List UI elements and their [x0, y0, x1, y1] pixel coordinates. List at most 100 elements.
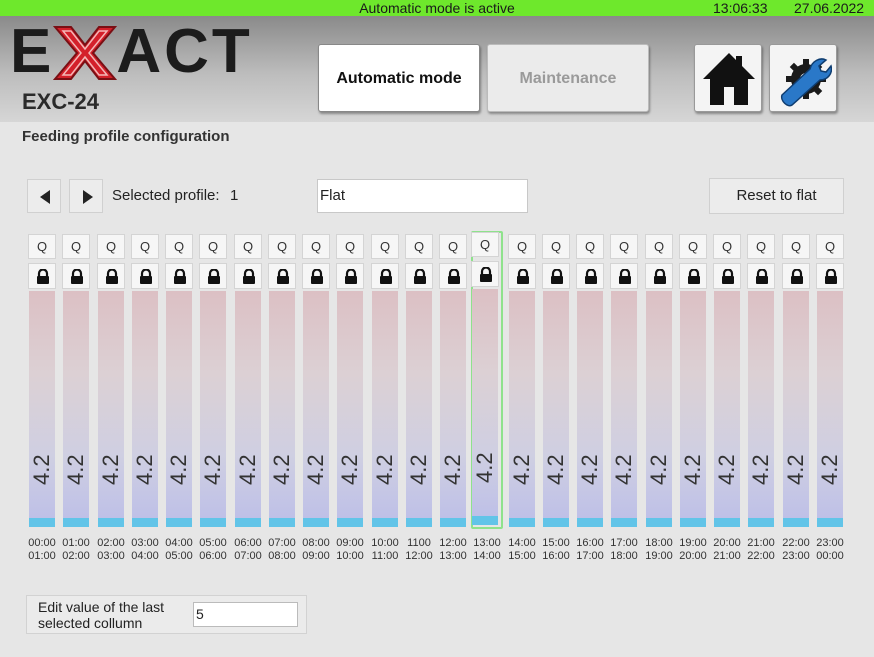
value-bar[interactable]: 4.2: [611, 291, 637, 527]
quick-set-button[interactable]: Q: [302, 234, 330, 259]
hour-column[interactable]: Q 4.2: [336, 233, 364, 529]
quick-set-button[interactable]: Q: [610, 234, 638, 259]
quick-set-button[interactable]: Q: [131, 234, 159, 259]
lock-button[interactable]: [576, 263, 604, 289]
value-bar[interactable]: 4.2: [680, 291, 706, 527]
value-bar[interactable]: 4.2: [235, 291, 261, 527]
value-bar[interactable]: 4.2: [63, 291, 89, 527]
hour-column[interactable]: Q 4.2: [62, 233, 90, 529]
lock-button[interactable]: [97, 263, 125, 289]
value-bar[interactable]: 4.2: [509, 291, 535, 527]
reset-to-flat-button[interactable]: Reset to flat: [709, 178, 844, 214]
value-bar[interactable]: 4.2: [303, 291, 329, 527]
value-bar[interactable]: 4.2: [714, 291, 740, 527]
lock-button[interactable]: [371, 263, 399, 289]
lock-button[interactable]: [471, 261, 499, 287]
hour-column[interactable]: Q 4.2: [747, 233, 775, 529]
previous-profile-button[interactable]: [27, 179, 61, 213]
lock-button[interactable]: [28, 263, 56, 289]
quick-set-button[interactable]: Q: [268, 234, 296, 259]
hour-column[interactable]: Q 4.2: [268, 233, 296, 529]
lock-button[interactable]: [747, 263, 775, 289]
lock-button[interactable]: [165, 263, 193, 289]
automatic-mode-button[interactable]: Automatic mode: [318, 44, 480, 112]
quick-set-button[interactable]: Q: [713, 234, 741, 259]
lock-button[interactable]: [131, 263, 159, 289]
lock-button[interactable]: [439, 263, 467, 289]
lock-button[interactable]: [610, 263, 638, 289]
value-bar[interactable]: 4.2: [132, 291, 158, 527]
lock-button[interactable]: [268, 263, 296, 289]
lock-button[interactable]: [542, 263, 570, 289]
quick-set-button[interactable]: Q: [747, 234, 775, 259]
hour-column[interactable]: Q 4.2: [199, 233, 227, 529]
lock-button[interactable]: [782, 263, 810, 289]
hour-column[interactable]: Q 4.2: [610, 233, 638, 529]
quick-set-button[interactable]: Q: [576, 234, 604, 259]
hour-column[interactable]: Q 4.2: [679, 233, 707, 529]
quick-set-button[interactable]: Q: [97, 234, 125, 259]
quick-set-button[interactable]: Q: [28, 234, 56, 259]
value-bar[interactable]: 4.2: [646, 291, 672, 527]
quick-set-button[interactable]: Q: [405, 234, 433, 259]
hour-column[interactable]: Q 4.2: [782, 233, 810, 529]
value-bar[interactable]: 4.2: [166, 291, 192, 527]
settings-button[interactable]: [769, 44, 837, 112]
quick-set-button[interactable]: Q: [782, 234, 810, 259]
lock-button[interactable]: [679, 263, 707, 289]
quick-set-button[interactable]: Q: [165, 234, 193, 259]
lock-button[interactable]: [302, 263, 330, 289]
hour-column[interactable]: Q 4.2: [371, 233, 399, 529]
value-bar[interactable]: 4.2: [748, 291, 774, 527]
lock-button[interactable]: [816, 263, 844, 289]
hour-column[interactable]: Q 4.2: [816, 233, 844, 529]
value-bar[interactable]: 4.2: [440, 291, 466, 527]
hour-column[interactable]: Q 4.2: [713, 233, 741, 529]
value-bar[interactable]: 4.2: [783, 291, 809, 527]
value-bar[interactable]: 4.2: [406, 291, 432, 527]
lock-button[interactable]: [199, 263, 227, 289]
quick-set-button[interactable]: Q: [542, 234, 570, 259]
quick-set-button[interactable]: Q: [645, 234, 673, 259]
hour-column[interactable]: Q 4.2: [542, 233, 570, 529]
value-bar[interactable]: 4.2: [200, 291, 226, 527]
profile-name-field[interactable]: Flat: [317, 179, 528, 213]
edit-value-input[interactable]: 5: [193, 602, 298, 627]
lock-button[interactable]: [336, 263, 364, 289]
lock-button[interactable]: [405, 263, 433, 289]
quick-set-button[interactable]: Q: [679, 234, 707, 259]
quick-set-button[interactable]: Q: [234, 234, 262, 259]
quick-set-button[interactable]: Q: [199, 234, 227, 259]
hour-column[interactable]: Q 4.2: [645, 233, 673, 529]
lock-button[interactable]: [62, 263, 90, 289]
home-button[interactable]: [694, 44, 762, 112]
hour-column[interactable]: Q 4.2: [28, 233, 56, 529]
value-bar[interactable]: 4.2: [269, 291, 295, 527]
maintenance-button[interactable]: Maintenance: [487, 44, 649, 112]
quick-set-button[interactable]: Q: [508, 234, 536, 259]
lock-button[interactable]: [234, 263, 262, 289]
hour-column[interactable]: Q 4.2: [97, 233, 125, 529]
value-bar[interactable]: 4.2: [472, 289, 498, 525]
lock-button[interactable]: [645, 263, 673, 289]
hour-column[interactable]: Q 4.2: [165, 233, 193, 529]
quick-set-button[interactable]: Q: [62, 234, 90, 259]
quick-set-button[interactable]: Q: [816, 234, 844, 259]
value-bar[interactable]: 4.2: [577, 291, 603, 527]
value-bar[interactable]: 4.2: [337, 291, 363, 527]
hour-column[interactable]: Q 4.2: [576, 233, 604, 529]
value-bar[interactable]: 4.2: [543, 291, 569, 527]
hour-column[interactable]: Q 4.2: [508, 233, 536, 529]
hour-column[interactable]: Q 4.2: [131, 233, 159, 529]
value-bar[interactable]: 4.2: [29, 291, 55, 527]
quick-set-button[interactable]: Q: [439, 234, 467, 259]
hour-column[interactable]: Q 4.2: [234, 233, 262, 529]
hour-column[interactable]: Q 4.2: [302, 233, 330, 529]
quick-set-button[interactable]: Q: [336, 234, 364, 259]
hour-column[interactable]: Q 4.2: [439, 233, 467, 529]
quick-set-button[interactable]: Q: [471, 232, 499, 257]
lock-button[interactable]: [713, 263, 741, 289]
quick-set-button[interactable]: Q: [371, 234, 399, 259]
hour-column[interactable]: Q 4.2: [471, 231, 503, 529]
value-bar[interactable]: 4.2: [98, 291, 124, 527]
